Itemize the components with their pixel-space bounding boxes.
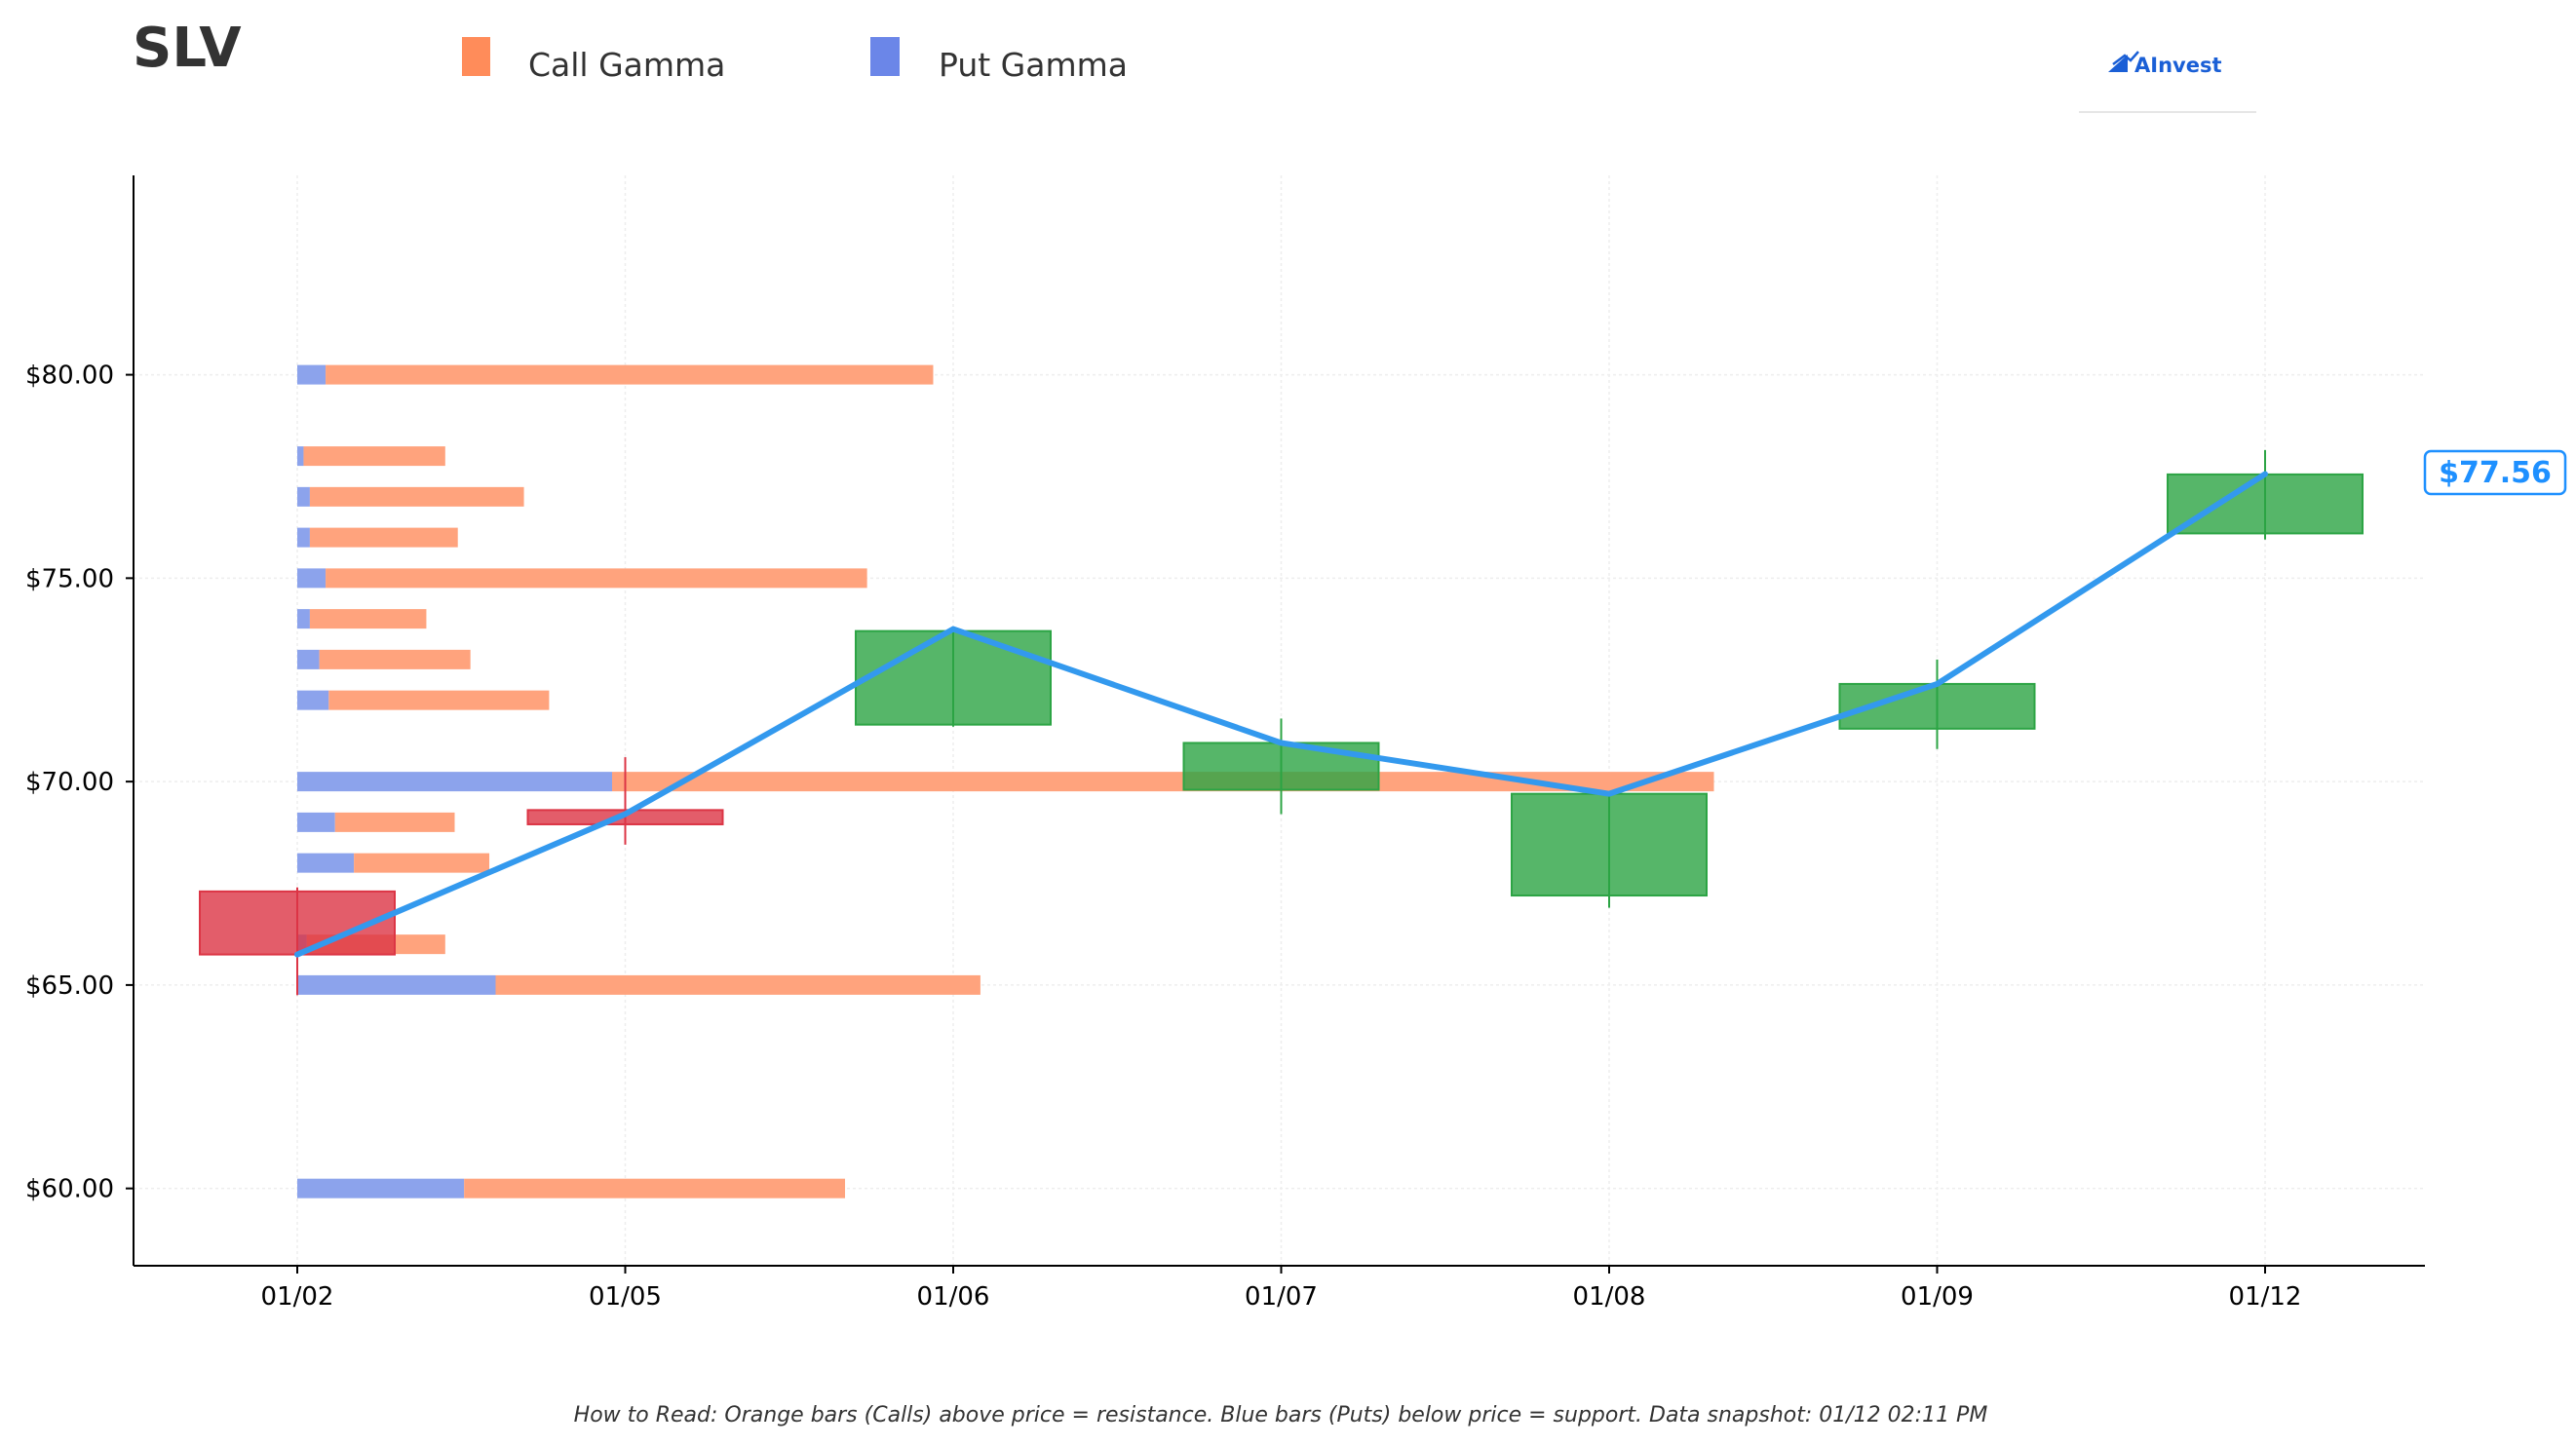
call-gamma-bar — [612, 772, 1714, 792]
call-gamma-bar — [309, 609, 427, 629]
x-axis-ticks: 01/02 01/05 01/06 01/07 01/08 01/09 01/12 — [261, 1266, 2302, 1312]
call-gamma-bar — [464, 1178, 846, 1199]
axes — [133, 175, 2425, 1267]
put-gamma-bar — [297, 974, 496, 995]
x-tick-label: 01/08 — [1573, 1282, 1646, 1312]
candlesticks — [199, 449, 2364, 996]
logo-text: AInvest — [2134, 54, 2222, 77]
x-tick-label: 01/12 — [2229, 1282, 2302, 1312]
x-tick-label: 01/06 — [917, 1282, 990, 1312]
x-tick-label: 01/07 — [1245, 1282, 1318, 1312]
legend-put-swatch — [870, 37, 900, 76]
footnote: How to Read: Orange bars (Calls) above p… — [574, 1403, 1988, 1427]
legend-put-label: Put Gamma — [939, 46, 1128, 84]
x-tick-label: 01/02 — [261, 1282, 334, 1312]
logo-arrow-icon — [2112, 51, 2139, 65]
put-gamma-bar — [297, 446, 304, 467]
put-gamma-bar — [297, 772, 612, 792]
put-gamma-bar — [297, 649, 320, 669]
y-tick-label: $70.00 — [25, 768, 114, 797]
put-gamma-bar — [297, 568, 327, 589]
legend-call-label: Call Gamma — [528, 46, 725, 84]
call-gamma-bar — [309, 486, 524, 507]
price-line-path — [294, 471, 2268, 958]
put-gamma-bar — [297, 364, 327, 385]
legend: Call Gamma Put Gamma — [462, 37, 1128, 84]
grid — [134, 175, 2425, 1266]
y-tick-label: $65.00 — [25, 971, 114, 1001]
y-tick-label: $60.00 — [25, 1175, 114, 1204]
ainvest-logo: AInvest — [2079, 51, 2256, 113]
chart-title: SLV — [133, 17, 242, 80]
call-gamma-bar — [326, 568, 867, 589]
x-tick-label: 01/09 — [1901, 1282, 1974, 1312]
call-gamma-bar — [334, 812, 455, 832]
current-price-tag: $77.56 — [2423, 449, 2567, 496]
candle-body — [855, 629, 1052, 726]
candle-body — [2167, 473, 2364, 535]
put-gamma-bar — [297, 527, 310, 548]
price-line — [294, 471, 2268, 958]
logo-chart-icon — [2108, 55, 2128, 72]
candle-body — [1511, 792, 1708, 897]
call-gamma-bar — [303, 446, 445, 467]
y-axis-ticks: $60.00 $65.00 $70.00 $75.00 $80.00 — [25, 362, 134, 1204]
call-gamma-bar — [354, 853, 490, 873]
call-gamma-bar — [319, 649, 471, 669]
price-tag-label: $77.56 — [2439, 456, 2552, 490]
candle-body — [199, 890, 396, 956]
candle-body — [1182, 742, 1380, 791]
legend-call-swatch — [462, 37, 490, 76]
price-tag-box — [2423, 449, 2567, 496]
call-gamma-bar — [326, 364, 934, 385]
call-gamma-bar — [495, 974, 980, 995]
put-gamma-bar — [297, 690, 329, 710]
put-gamma-bar — [297, 1178, 465, 1199]
gamma-bars — [297, 364, 1714, 1199]
call-gamma-bar — [328, 690, 550, 710]
call-gamma-bar — [309, 527, 458, 548]
put-gamma-bar — [297, 853, 355, 873]
y-tick-label: $80.00 — [25, 362, 114, 391]
x-tick-label: 01/05 — [589, 1282, 662, 1312]
put-gamma-bar — [297, 486, 310, 507]
put-gamma-bar — [297, 812, 335, 832]
y-tick-label: $75.00 — [25, 564, 114, 593]
put-gamma-bar — [297, 609, 310, 629]
